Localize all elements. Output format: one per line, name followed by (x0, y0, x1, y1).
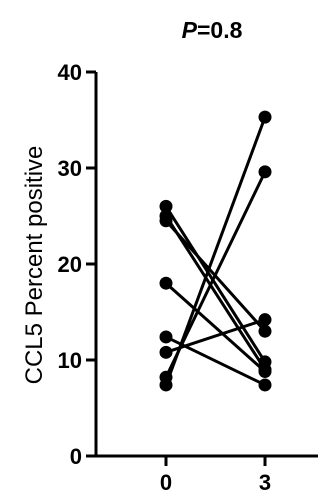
y-tick-label: 0 (70, 444, 82, 469)
x-tick-label: 0 (160, 470, 172, 495)
y-tick-label: 30 (58, 156, 82, 181)
series-line (164, 116, 267, 386)
series-points (159, 110, 272, 392)
y-ticks: 0 10 20 30 40 (58, 60, 96, 469)
data-point (159, 330, 173, 344)
data-point (159, 378, 173, 392)
x-tick-label: 3 (259, 470, 271, 495)
title-p-symbol: P (182, 17, 198, 43)
title-p-value: =0.8 (197, 17, 243, 43)
y-tick-label: 10 (58, 348, 82, 373)
data-point (159, 209, 173, 223)
data-point (258, 313, 272, 327)
chart-title: P=0.8 (182, 17, 243, 43)
series-line (165, 318, 266, 354)
data-point (159, 276, 173, 290)
series-line (165, 282, 266, 373)
data-point (159, 199, 173, 213)
series-lines (164, 116, 267, 387)
series-line (164, 205, 267, 363)
y-axis-label: CCL5 Percent positive (21, 146, 48, 385)
y-tick-label: 20 (58, 252, 82, 277)
y-tick-label: 40 (58, 60, 82, 85)
data-point (258, 324, 272, 338)
data-point (159, 345, 173, 359)
data-point (258, 363, 272, 377)
data-point (258, 110, 272, 124)
series-line (164, 215, 267, 371)
data-point (258, 378, 272, 392)
data-point (258, 165, 272, 179)
